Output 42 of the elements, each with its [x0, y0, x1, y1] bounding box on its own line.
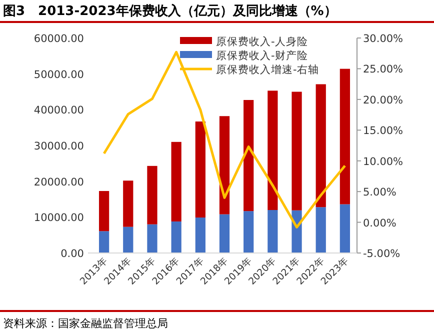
- bar: [171, 221, 182, 253]
- bar: [123, 226, 134, 253]
- bar: [292, 92, 302, 210]
- bar: [195, 218, 206, 253]
- y2-tick-label: 15.00%: [363, 125, 404, 138]
- line-series: [102, 50, 346, 228]
- bar: [268, 210, 278, 253]
- y2-tick-label: 5.00%: [363, 186, 396, 199]
- y-tick-label: 10000.00: [34, 212, 84, 224]
- chart-title: 图3 2013-2023年保费收入（亿元）及同比增速（%）: [3, 3, 337, 19]
- bar: [147, 224, 158, 253]
- y2-tick-label: 10.00%: [363, 156, 404, 168]
- bar: [123, 180, 134, 227]
- y2-tick-label: -5.00%: [363, 248, 400, 260]
- y2-tick-label: 20.00%: [363, 94, 404, 106]
- legend-label: 原保费收入-财产险: [216, 49, 308, 62]
- bar: [268, 90, 278, 210]
- bar: [244, 211, 254, 253]
- y-tick-label: 30000.00: [34, 140, 84, 152]
- bar: [147, 166, 158, 224]
- y2-tick-label: 25.00%: [363, 64, 404, 76]
- bar: [316, 84, 326, 208]
- bar: [340, 68, 350, 204]
- bar: [195, 121, 206, 218]
- y-tick-label: 20000.00: [34, 176, 84, 188]
- y-tick-label: 60000.00: [34, 33, 84, 45]
- y-tick-label: 50000.00: [34, 68, 84, 81]
- y-tick-label: 0.00: [60, 248, 84, 260]
- bar: [98, 191, 110, 232]
- legend-label: 原保费收入增速-右轴: [216, 63, 319, 76]
- legend-label: 原保费收入-人身险: [216, 35, 308, 48]
- text: 资料来源：国家金融监督管理总局: [3, 317, 168, 330]
- bar: [171, 142, 182, 222]
- bar: [316, 207, 326, 253]
- bar: [219, 116, 230, 214]
- bar: [244, 100, 254, 212]
- y2-tick-label: 30.00%: [363, 33, 404, 45]
- bar: [98, 231, 110, 253]
- bar: [219, 214, 230, 253]
- bar: [340, 204, 350, 253]
- y-tick-label: 40000.00: [34, 104, 84, 117]
- y2-tick-label: 0.00%: [363, 217, 396, 230]
